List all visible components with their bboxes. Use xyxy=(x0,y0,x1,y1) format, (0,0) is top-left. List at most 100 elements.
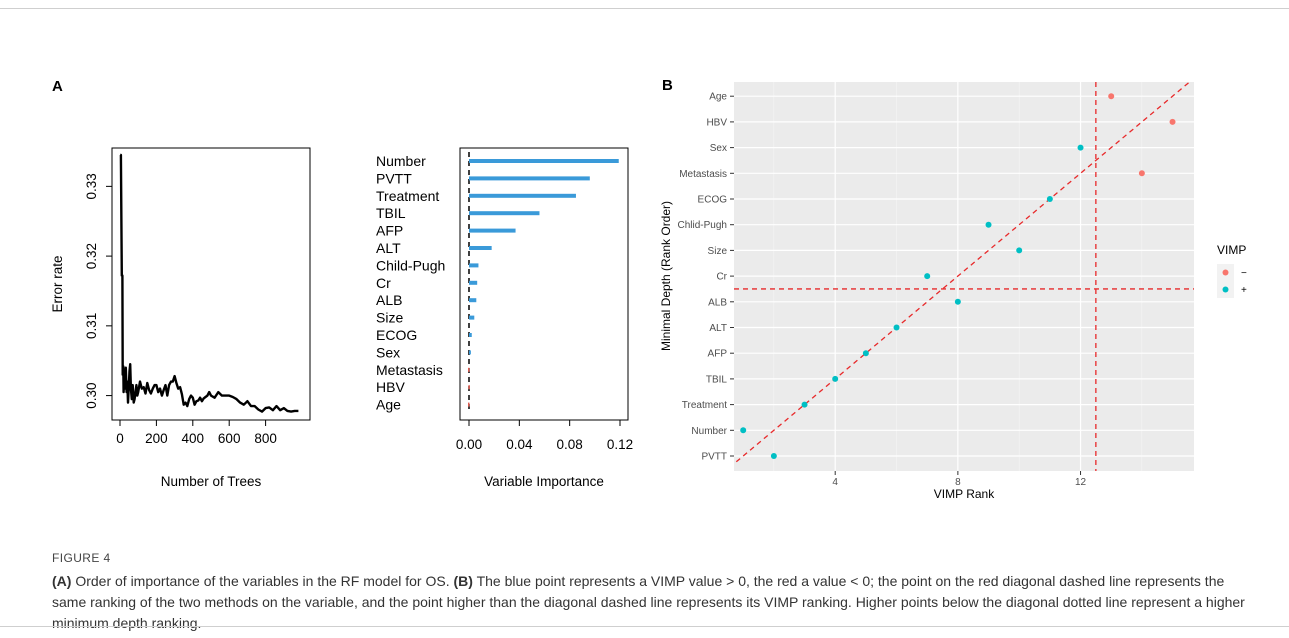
top-rule xyxy=(0,8,1289,9)
importance-bar xyxy=(469,176,590,181)
x-tick-label: 0.04 xyxy=(506,437,533,452)
variable-label: Child-Pugh xyxy=(376,257,445,273)
y-tick-label: ALB xyxy=(708,297,727,308)
y-tick-label: Age xyxy=(709,92,727,103)
y-axis-title: Error rate xyxy=(50,255,65,312)
y-tick-label: 0.30 xyxy=(84,382,99,408)
data-point xyxy=(801,401,808,408)
data-point xyxy=(1077,144,1084,151)
importance-bar xyxy=(469,246,492,250)
plot-frame xyxy=(459,147,629,421)
y-tick-label: Size xyxy=(708,246,728,257)
variable-label: Size xyxy=(376,310,403,326)
variable-label: Metastasis xyxy=(376,362,443,378)
data-point xyxy=(954,298,961,305)
y-tick-label: 0.31 xyxy=(84,313,99,339)
panel-b-label: B xyxy=(662,77,673,94)
y-tick-label: Cr xyxy=(716,272,727,283)
importance-bar xyxy=(469,333,472,337)
y-tick-label: AFP xyxy=(708,349,728,360)
data-point xyxy=(1138,170,1145,177)
variable-label: HBV xyxy=(376,379,405,395)
y-tick-label: Treatment xyxy=(682,400,727,411)
x-tick-label: 0 xyxy=(116,431,124,446)
importance-bar xyxy=(467,367,470,372)
data-point xyxy=(740,427,747,434)
variable-label: AFP xyxy=(376,223,403,239)
importance-bar xyxy=(469,315,475,320)
y-tick-label: ALT xyxy=(709,323,727,334)
y-tick-label: Metastasis xyxy=(679,169,727,180)
y-tick-label: TBIL xyxy=(706,374,728,385)
x-tick-label: 8 xyxy=(955,477,961,488)
y-tick-label: HBV xyxy=(706,117,727,128)
x-tick-label: 4 xyxy=(832,477,838,488)
error-rate-chart: 0 200 400 600 800 0.30 0.31 0.32 0.33 Number of T… xyxy=(50,147,311,489)
data-point xyxy=(862,350,869,357)
variable-label: TBIL xyxy=(376,205,406,221)
data-point xyxy=(985,221,992,228)
figure-caption: FIGURE 4 (A) Order of importance of the … xyxy=(52,548,1252,634)
variable-label: Cr xyxy=(376,275,391,291)
importance-bar xyxy=(469,350,471,355)
data-point xyxy=(1169,118,1176,125)
legend-key xyxy=(1222,269,1229,276)
y-tick-label: Chlid-Pugh xyxy=(678,220,727,231)
variable-label: Sex xyxy=(376,344,400,360)
data-point xyxy=(1016,247,1023,254)
data-point xyxy=(1046,196,1053,202)
importance-bar xyxy=(469,263,479,268)
x-tick-label: 0.00 xyxy=(456,437,482,452)
y-tick-label: 0.32 xyxy=(84,243,99,269)
rank-comparison-chart: PVTT Number Treatment TBIL AFP ALT ALB Cr Size Ch… xyxy=(659,82,1247,501)
variable-label: ALB xyxy=(376,292,402,308)
variable-label: Age xyxy=(376,397,401,413)
x-tick-label: 600 xyxy=(218,431,241,446)
y-tick-label: PVTT xyxy=(701,452,727,463)
legend-label: + xyxy=(1241,285,1247,296)
variable-label: ALT xyxy=(376,240,401,256)
data-point xyxy=(1108,93,1115,100)
caption-b-mark: (B) xyxy=(453,573,473,589)
x-tick-label: 12 xyxy=(1075,477,1087,488)
y-axis-title: Minimal Depth (Rank Order) xyxy=(659,201,673,351)
y-tick-label: Sex xyxy=(710,143,727,154)
x-tick-label: 200 xyxy=(145,431,168,446)
variable-label: ECOG xyxy=(376,327,417,343)
legend-label: − xyxy=(1241,268,1247,279)
plot-frame xyxy=(111,147,311,421)
x-tick-label: 0.08 xyxy=(557,437,583,452)
importance-bar xyxy=(467,402,470,407)
x-tick-label: 400 xyxy=(182,431,205,446)
variable-label: Number xyxy=(376,153,426,169)
importance-bar xyxy=(469,280,478,285)
diagonal-reference-line xyxy=(734,82,1191,465)
importance-bar xyxy=(469,211,540,216)
panel-a-label: A xyxy=(52,78,63,95)
y-tick-label: 0.33 xyxy=(84,173,99,199)
importance-bar xyxy=(468,385,470,390)
caption-b-text: The blue point represents a VIMP value >… xyxy=(52,573,1245,631)
legend-key xyxy=(1222,286,1229,293)
y-tick-label: Number xyxy=(691,426,727,437)
x-tick-label: 0.12 xyxy=(607,437,633,452)
importance-bar xyxy=(469,298,477,303)
y-tick-label: ECOG xyxy=(698,195,728,206)
error-rate-line xyxy=(119,153,299,413)
data-point xyxy=(893,324,900,331)
bottom-rule xyxy=(0,626,1289,627)
x-axis-title: Variable Importance xyxy=(484,474,604,489)
data-point xyxy=(832,375,839,382)
legend-title: VIMP xyxy=(1217,243,1246,257)
figure-label: FIGURE 4 xyxy=(52,551,111,565)
importance-bar xyxy=(469,159,619,163)
importance-bar xyxy=(469,228,516,233)
x-axis-title: VIMP Rank xyxy=(934,487,995,501)
caption-a-text: Order of importance of the variables in … xyxy=(71,573,454,589)
data-point xyxy=(770,453,777,459)
x-tick-label: 800 xyxy=(254,431,277,446)
data-point xyxy=(924,273,931,280)
x-axis-title: Number of Trees xyxy=(161,474,262,489)
caption-a-mark: (A) xyxy=(52,573,72,589)
